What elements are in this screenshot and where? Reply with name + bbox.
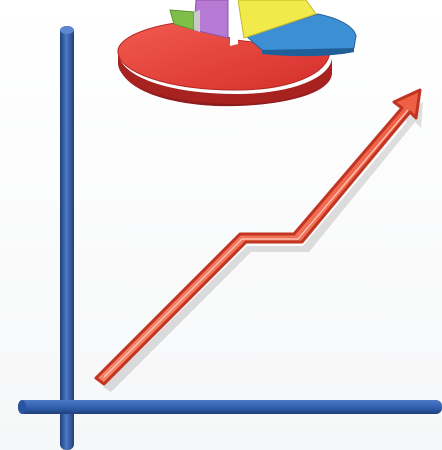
pie-slice-yellow (237, 0, 317, 39)
pie-slice-red-side-front (118, 52, 332, 104)
x-axis (18, 400, 442, 414)
pie-slice-gray (194, 10, 200, 32)
growth-arrow-highlight (103, 109, 409, 378)
pie-slice-blue-side (262, 48, 354, 57)
growth-arrow-body (94, 88, 422, 386)
pie-chart-3d (117, 0, 357, 107)
growth-arrow-shadow (103, 102, 423, 392)
pie-separator (230, 0, 238, 46)
growth-arrow (94, 88, 423, 392)
y-axis (60, 26, 74, 450)
pie-slice-red (117, 21, 331, 91)
